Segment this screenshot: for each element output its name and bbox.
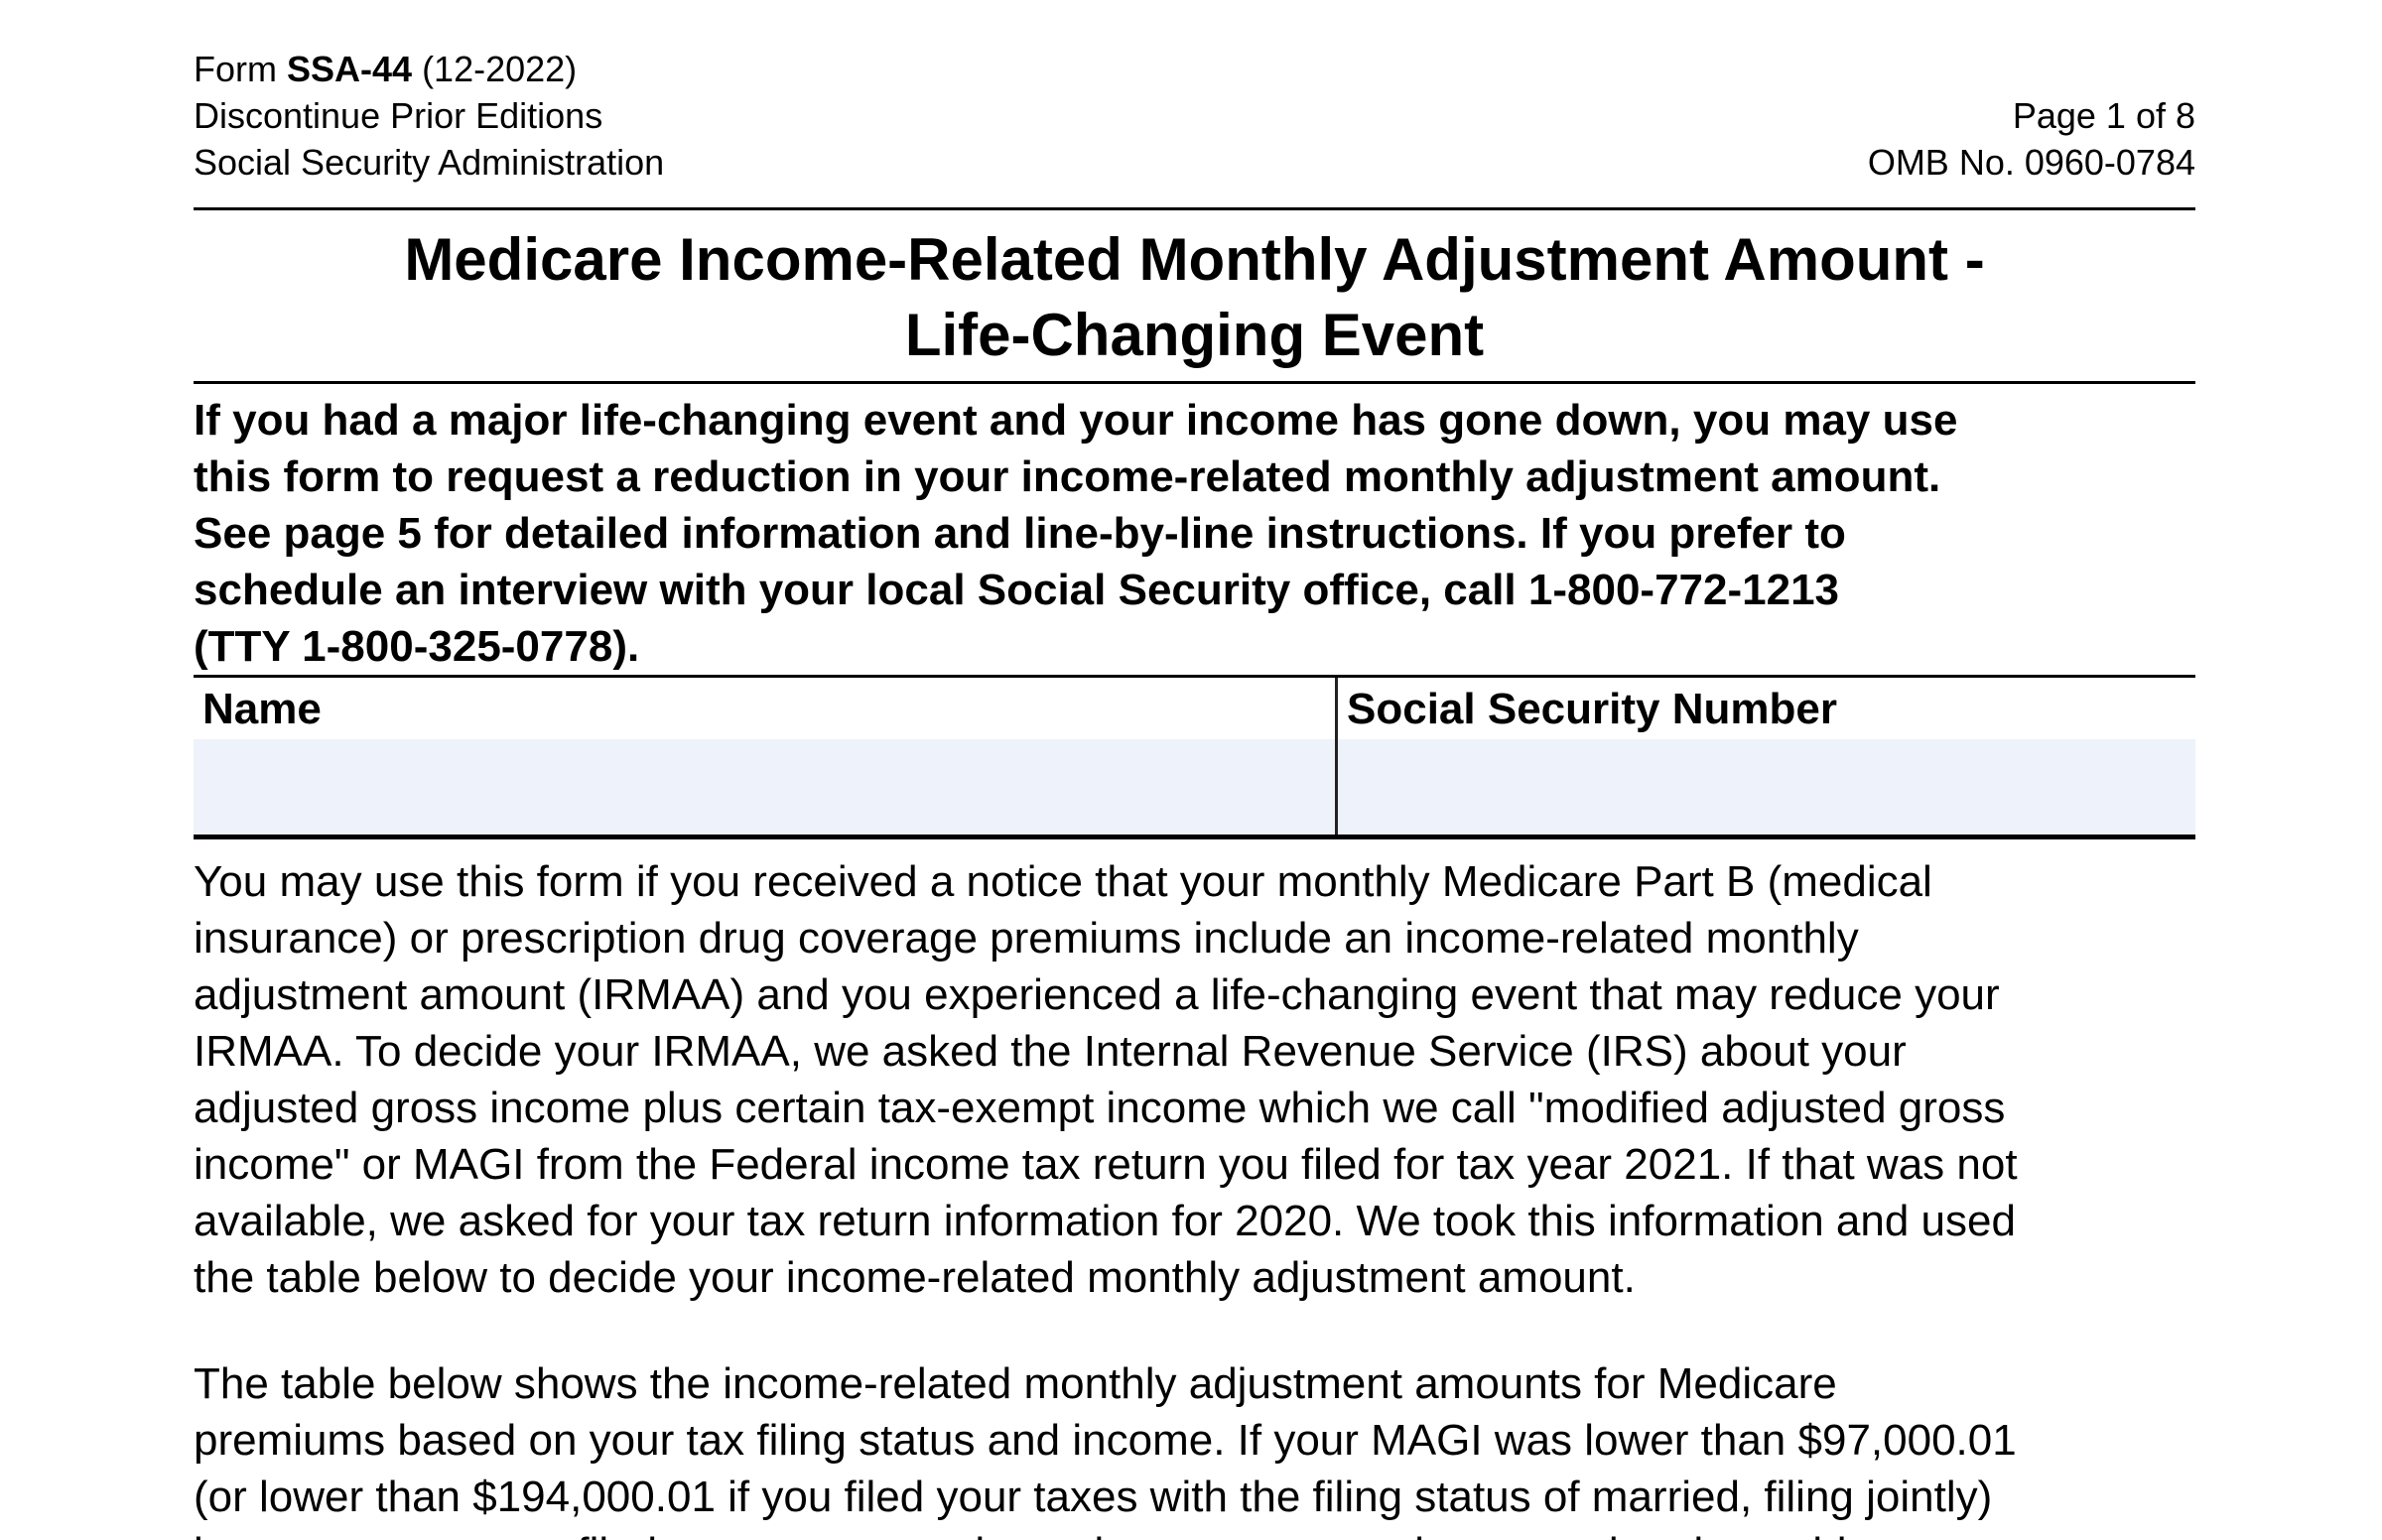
form-id-block: Form SSA-44 (12-2022) Discontinue Prior … (194, 46, 664, 186)
form-top-header: Form SSA-44 (12-2022) Discontinue Prior … (194, 0, 2195, 186)
name-ssn-table: Name Social Security Number (194, 675, 2195, 839)
ssn-input-field[interactable] (1338, 739, 2195, 834)
omb-number: OMB No. 0960-0784 (1867, 142, 2195, 183)
header-divider-rule (194, 207, 2195, 210)
page-info-block: Page 1 of 8 OMB No. 0960-0784 (1868, 92, 2195, 186)
page-number: Page 1 of 8 (2012, 95, 2195, 136)
name-input-field[interactable] (194, 739, 1338, 834)
form-label: Form (194, 49, 287, 89)
discontinue-notice: Discontinue Prior Editions (194, 95, 603, 136)
ssn-column-header: Social Security Number (1338, 678, 2195, 739)
form-edition: (12-2022) (412, 49, 578, 89)
name-column-header: Name (194, 678, 1338, 739)
form-number: SSA-44 (287, 49, 413, 89)
form-title: Medicare Income-Related Monthly Adjustme… (404, 226, 1985, 368)
agency-name: Social Security Administration (194, 142, 665, 183)
intro-paragraph: If you had a major life-changing event a… (194, 396, 1958, 671)
usage-paragraph: You may use this form if you received a … (194, 857, 2018, 1302)
form-id-line: Form SSA-44 (12-2022) (194, 46, 664, 92)
title-divider-rule (194, 381, 2195, 384)
table-intro-paragraph: The table below shows the income-related… (194, 1359, 2017, 1540)
